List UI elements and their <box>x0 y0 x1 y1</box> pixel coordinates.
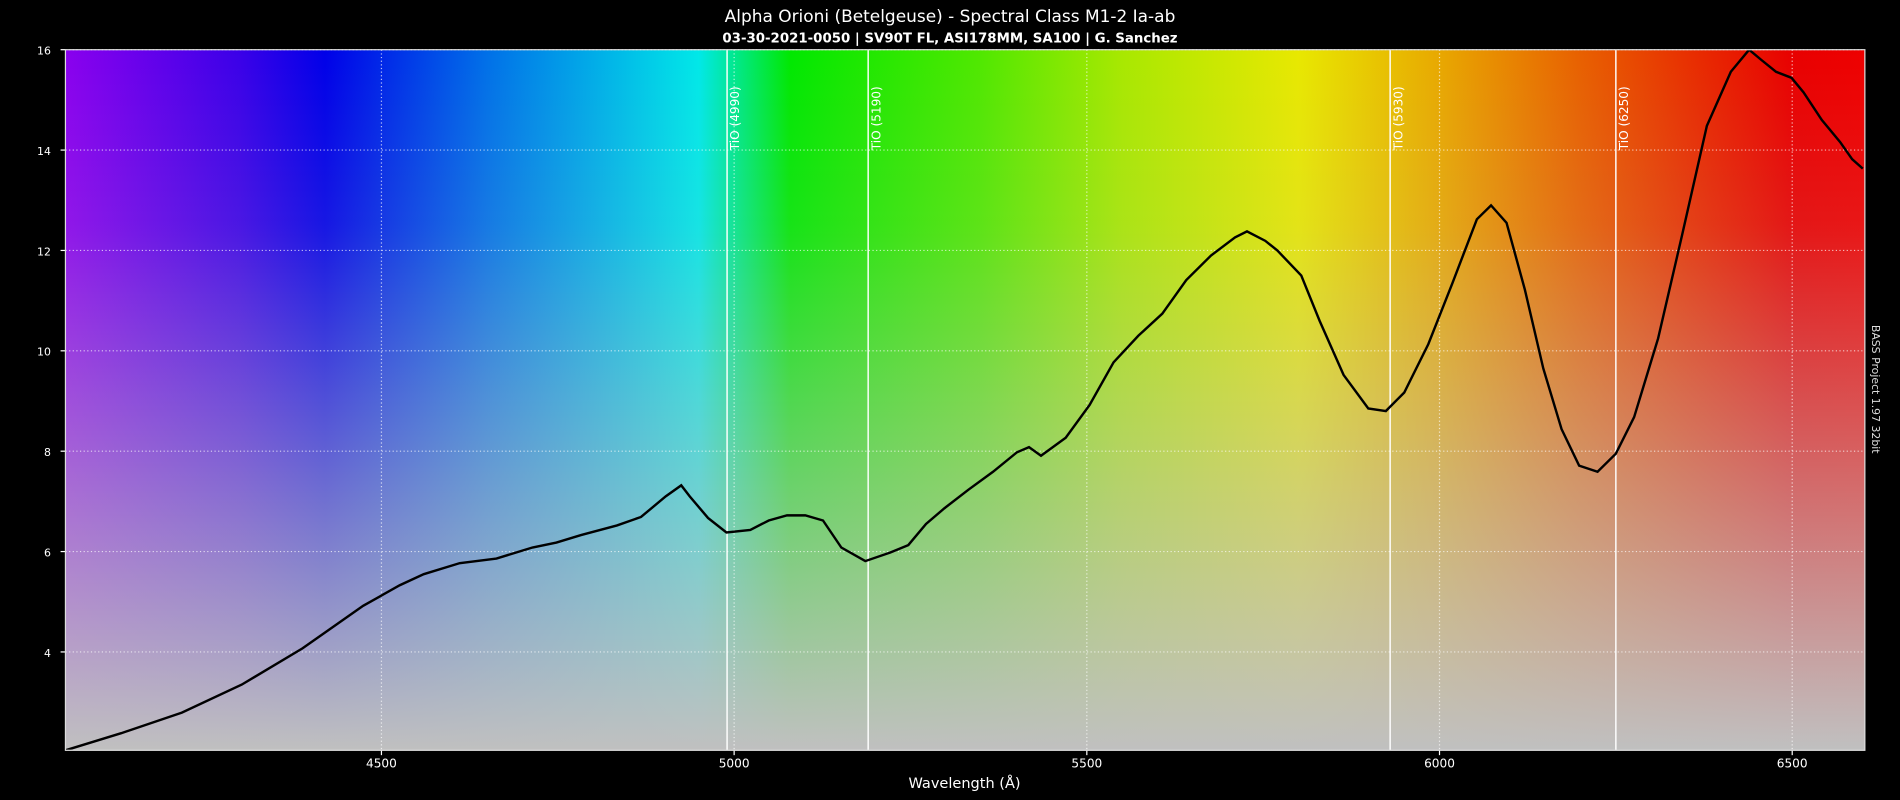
plot-frame <box>64 49 1866 751</box>
tio-marker-label: TiO (5190) <box>869 86 883 151</box>
x-tick-label: 5500 <box>1071 756 1102 770</box>
y-tick-label: 4 <box>44 647 51 660</box>
tio-marker-label: TiO (6250) <box>1617 86 1631 151</box>
y-tick-label: 8 <box>44 446 51 459</box>
x-tick-label: 6000 <box>1424 756 1455 770</box>
spectrum-line <box>65 47 1864 752</box>
x-axis-label: Wavelength (Å) <box>908 775 1020 792</box>
y-tick-label: 6 <box>44 546 51 559</box>
chart-subtitle: 03-30-2021-0050 | SV90T FL, ASI178MM, SA… <box>722 31 1177 46</box>
x-tick-label: 5000 <box>719 756 750 770</box>
side-label: BASS Project 1.97 32bit <box>1869 325 1882 454</box>
y-tick-label: 16 <box>37 45 51 58</box>
x-tick-label: 4500 <box>366 756 397 770</box>
tio-marker-label: TiO (4990) <box>728 86 742 151</box>
y-tick-label: 12 <box>37 245 51 258</box>
y-tick-label: 14 <box>37 145 51 158</box>
chart-title: Alpha Orioni (Betelgeuse) - Spectral Cla… <box>725 6 1176 26</box>
plot-fade <box>65 49 1865 751</box>
y-tick-label: 10 <box>37 346 51 359</box>
x-tick-label: 6500 <box>1777 756 1808 770</box>
tio-marker-label: TiO (5930) <box>1391 86 1405 151</box>
